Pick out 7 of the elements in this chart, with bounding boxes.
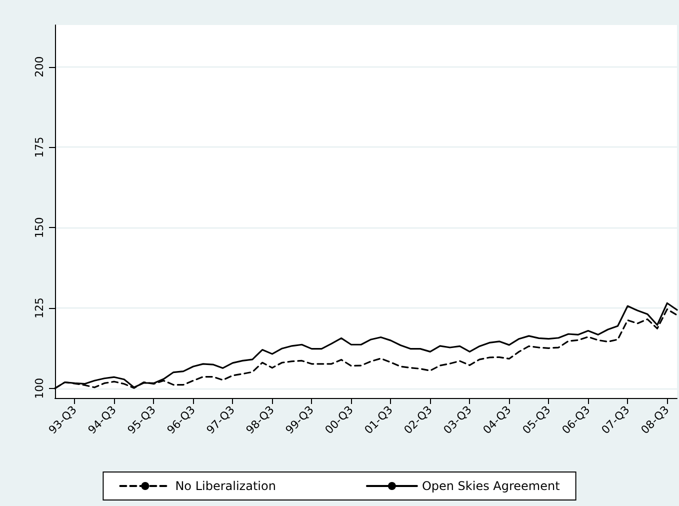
legend-label: Open Skies Agreement — [422, 479, 560, 493]
y-tick-label: 150 — [33, 217, 46, 238]
y-tick-label: 200 — [33, 56, 46, 78]
y-tick-label: 125 — [33, 297, 46, 318]
y-tick-label: 175 — [33, 136, 46, 158]
y-tick-label: 100 — [33, 378, 46, 399]
legend-label: No Liberalization — [175, 479, 276, 493]
